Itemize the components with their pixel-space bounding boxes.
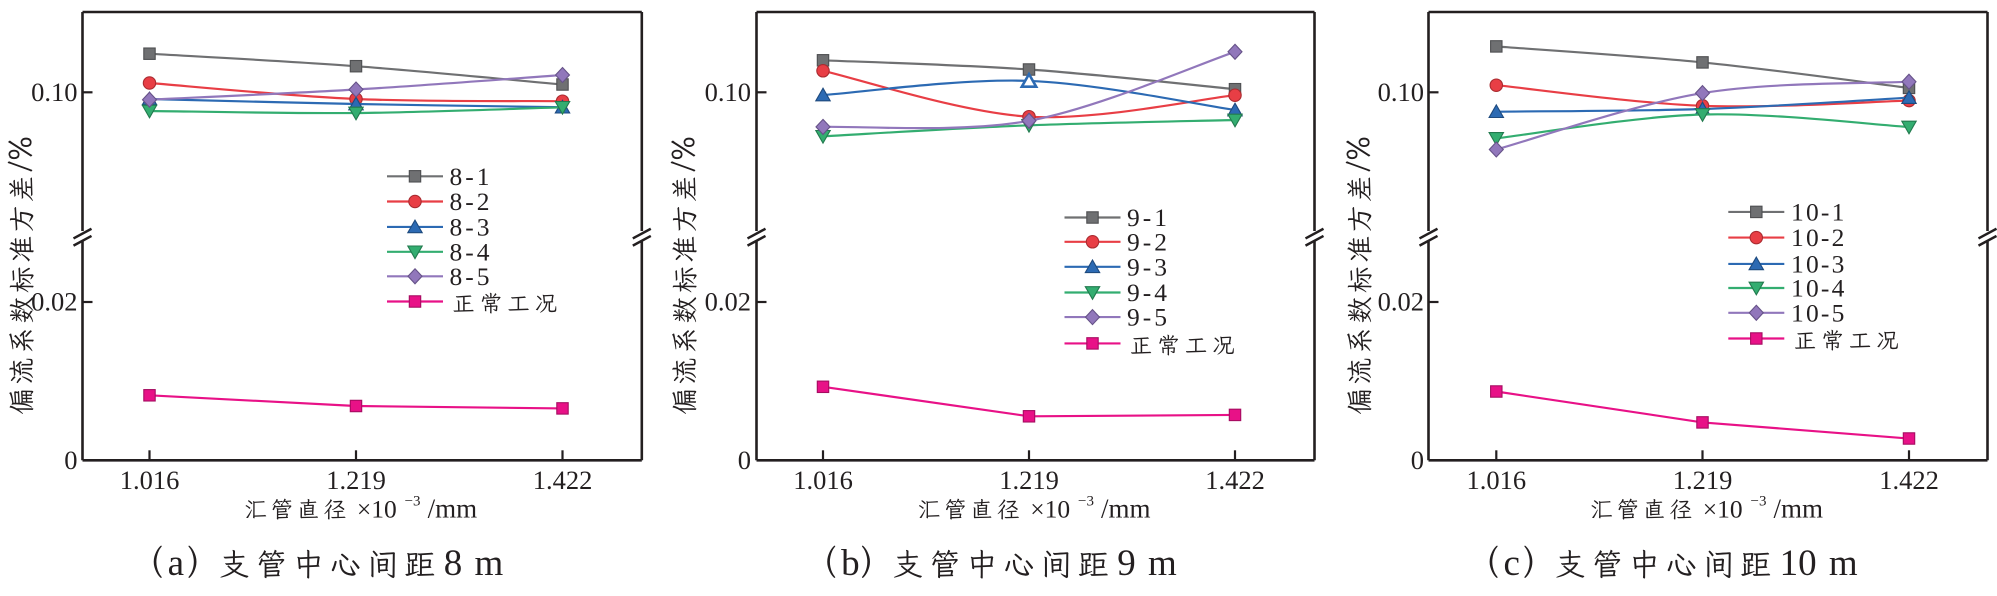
svg-text:1.016: 1.016 xyxy=(793,465,853,495)
svg-text:0: 0 xyxy=(64,445,77,475)
svg-text:1.422: 1.422 xyxy=(533,465,593,495)
svg-text:10-1: 10-1 xyxy=(1791,197,1847,226)
svg-text:9-4: 9-4 xyxy=(1127,278,1170,307)
svg-text:9-3: 9-3 xyxy=(1127,252,1170,281)
svg-text:1.016: 1.016 xyxy=(120,465,180,495)
svg-text:×10: ×10 xyxy=(1703,495,1743,524)
svg-text:−3: −3 xyxy=(1078,494,1094,510)
svg-text:1.422: 1.422 xyxy=(1205,465,1265,495)
svg-text:10: 10 xyxy=(1780,543,1817,584)
svg-text:×10: ×10 xyxy=(1030,495,1070,524)
svg-text:m: m xyxy=(475,543,504,584)
svg-text:1.219: 1.219 xyxy=(1673,465,1733,495)
svg-text:/mm: /mm xyxy=(1774,494,1824,524)
svg-text:×10: ×10 xyxy=(357,495,397,524)
svg-text:0.02: 0.02 xyxy=(1378,287,1424,317)
svg-text:0.02: 0.02 xyxy=(31,287,77,317)
svg-text:9-5: 9-5 xyxy=(1127,303,1170,332)
svg-text:0: 0 xyxy=(738,445,751,475)
svg-text:b: b xyxy=(841,543,860,584)
svg-text:0: 0 xyxy=(1411,445,1424,475)
svg-text:8: 8 xyxy=(444,543,463,584)
svg-text:/mm: /mm xyxy=(428,494,478,524)
svg-text:10-3: 10-3 xyxy=(1791,249,1847,278)
svg-text:1.219: 1.219 xyxy=(999,465,1059,495)
svg-text:−3: −3 xyxy=(1751,494,1767,510)
svg-text:10-4: 10-4 xyxy=(1791,274,1847,303)
svg-text:1.016: 1.016 xyxy=(1466,465,1526,495)
svg-text:10-5: 10-5 xyxy=(1791,298,1847,327)
svg-text:1.422: 1.422 xyxy=(1879,465,1939,495)
svg-text:8-4: 8-4 xyxy=(450,237,493,266)
svg-text:−3: −3 xyxy=(405,494,421,510)
svg-text:8-5: 8-5 xyxy=(450,262,493,291)
svg-text:m: m xyxy=(1829,543,1858,584)
svg-text:8-2: 8-2 xyxy=(450,187,493,216)
svg-text:8-3: 8-3 xyxy=(450,212,493,241)
svg-text:c: c xyxy=(1504,543,1520,584)
svg-text:9-2: 9-2 xyxy=(1127,227,1170,256)
svg-text:m: m xyxy=(1148,543,1177,584)
svg-text:9-1: 9-1 xyxy=(1127,203,1170,232)
svg-text:0.10: 0.10 xyxy=(1378,77,1424,107)
svg-text:0.10: 0.10 xyxy=(31,77,77,107)
svg-text:8-1: 8-1 xyxy=(450,162,493,191)
svg-text:0.02: 0.02 xyxy=(705,287,751,317)
svg-text:a: a xyxy=(168,543,184,584)
svg-text:10-2: 10-2 xyxy=(1791,223,1847,252)
svg-text:0.10: 0.10 xyxy=(705,77,751,107)
svg-text:1.219: 1.219 xyxy=(326,465,386,495)
svg-text:9: 9 xyxy=(1117,543,1136,584)
svg-text:/mm: /mm xyxy=(1101,494,1151,524)
